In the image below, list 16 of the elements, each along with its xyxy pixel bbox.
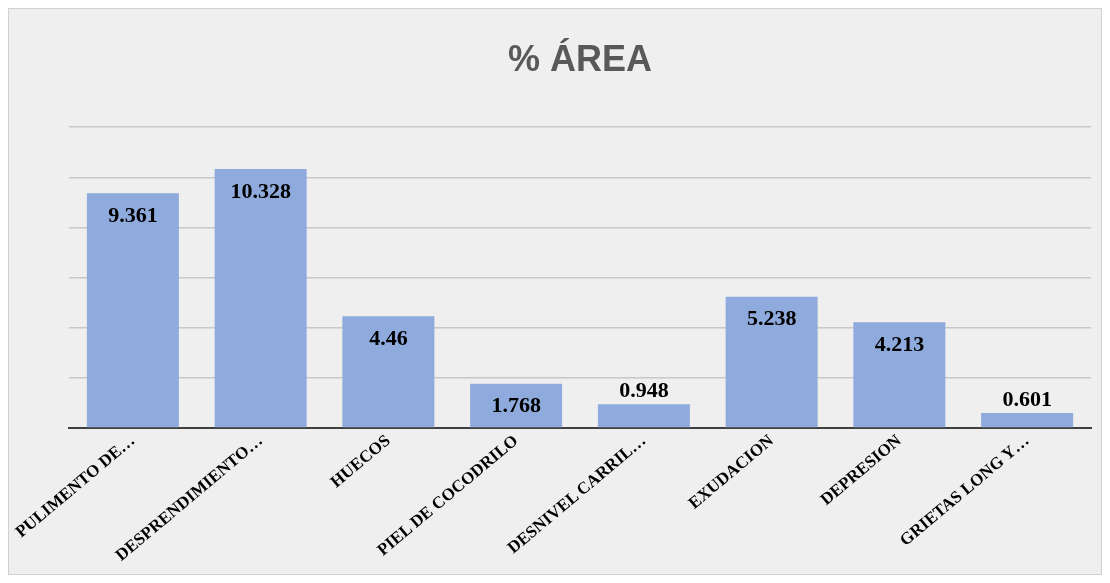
data-label: 4.213 [874, 331, 925, 357]
data-label: 1.768 [491, 392, 541, 418]
bar [214, 169, 307, 428]
data-label: 0.948 [619, 376, 669, 402]
data-label: 0.601 [1002, 385, 1052, 411]
chart-title: % ÁREA [507, 37, 653, 79]
bar [981, 412, 1074, 428]
bar [342, 316, 435, 428]
bar [725, 296, 818, 428]
data-label: 10.328 [230, 177, 291, 203]
bar [86, 193, 179, 428]
bar [597, 404, 690, 428]
data-label: 9.361 [108, 202, 158, 228]
data-label: 5.238 [746, 305, 797, 331]
bar [853, 322, 946, 428]
data-label: 4.46 [369, 324, 408, 350]
